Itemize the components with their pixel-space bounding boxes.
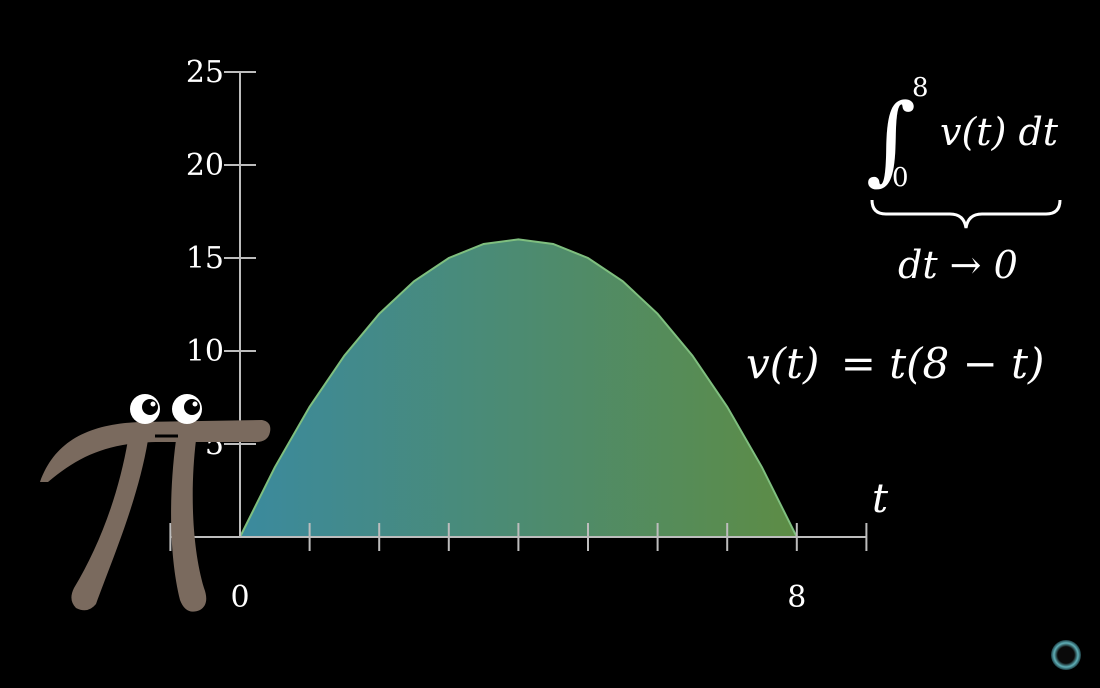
y-tick-label: 15: [186, 241, 224, 276]
y-ticks: [224, 71, 256, 445]
underbrace: [870, 199, 1062, 229]
integral-integrand: v(t) dt: [940, 110, 1059, 154]
velocity-equation: v(t) = t(8 − t): [746, 339, 1044, 388]
pi-creature-eyes: [130, 394, 202, 424]
x-tick-label: 8: [787, 580, 806, 615]
velocity-curve: [239, 238, 798, 538]
left-pupil-icon: [142, 399, 158, 415]
loading-ring-icon: [1051, 640, 1081, 670]
integral-lower-limit: 0: [892, 163, 909, 193]
integral-upper-limit: 8: [912, 73, 929, 103]
x-axis-label: t: [872, 476, 889, 522]
x-ticks: [169, 523, 868, 551]
area-under-curve: [240, 239, 797, 537]
integral-sign: ∫: [866, 83, 916, 195]
x-tick-label: 0: [230, 580, 249, 615]
right-pupil-icon: [184, 399, 200, 415]
plot-area: [239, 238, 798, 538]
equation-lhs: v(t): [746, 339, 819, 388]
y-tick-label: 25: [186, 55, 224, 90]
pi-creature: [40, 394, 271, 612]
pi-creature-top-bar: [40, 420, 271, 482]
pi-creature-right-leg: [171, 440, 207, 612]
equation-rhs: = t(8 − t): [841, 339, 1045, 388]
underbrace-label: dt → 0: [898, 243, 1018, 287]
integral-expression: ∫ 8 0 v(t) dt dt → 0: [866, 73, 1062, 287]
y-tick-label: 10: [186, 334, 224, 369]
y-tick-label: 20: [186, 148, 224, 183]
pi-creature-left-leg: [71, 440, 148, 611]
